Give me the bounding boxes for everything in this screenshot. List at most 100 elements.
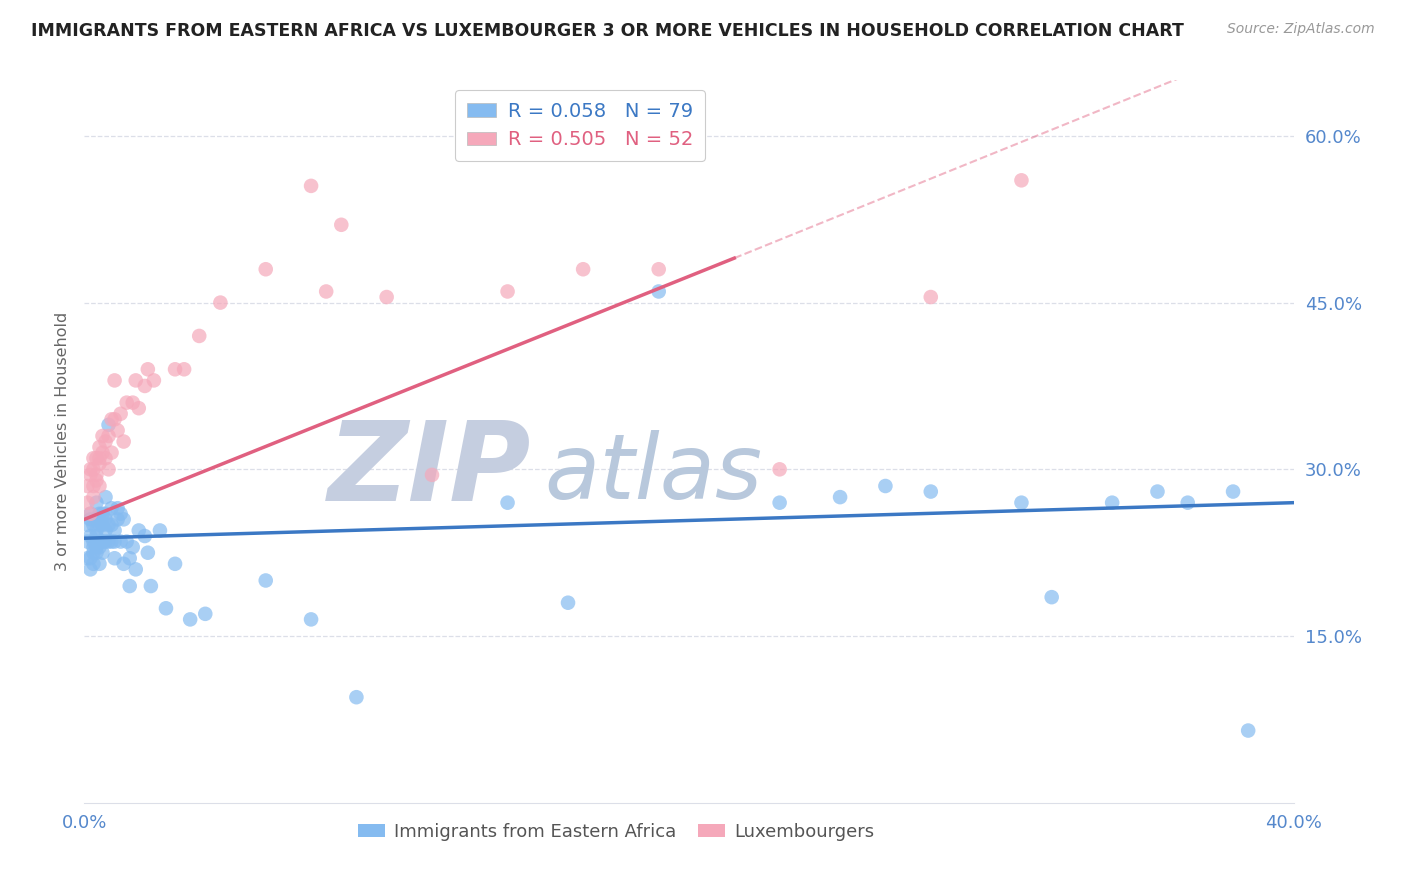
Point [100,534,122,549]
Point [82,490,104,504]
Point [920,290,942,304]
Point [155,601,177,615]
Point [110,407,132,421]
Point [94,534,117,549]
Point [121,395,143,409]
Text: atlas: atlas [544,430,762,518]
Point [76,517,98,532]
Point [572,262,595,277]
Point [315,285,337,299]
Point [346,690,368,705]
Y-axis label: 3 or more Vehicles in Household: 3 or more Vehicles in Household [55,312,70,571]
Point [165,557,187,571]
Point [648,285,671,299]
Point [89,440,111,454]
Point [94,507,117,521]
Point [165,362,187,376]
Point [89,451,111,466]
Point [1146,484,1168,499]
Point [89,507,111,521]
Point [920,484,942,499]
Text: ZIP: ZIP [328,417,531,524]
Point [118,551,141,566]
Point [76,551,98,566]
Point [125,373,148,387]
Point [254,574,277,588]
Point [86,496,108,510]
Point [104,524,127,538]
Point [330,218,353,232]
Point [86,524,108,538]
Point [118,579,141,593]
Point [107,512,129,526]
Point [94,490,117,504]
Point [91,517,114,532]
Point [149,524,172,538]
Point [139,579,162,593]
Point [94,512,117,526]
Point [115,395,138,409]
Legend: Immigrants from Eastern Africa, Luxembourgers: Immigrants from Eastern Africa, Luxembou… [352,815,882,848]
Point [91,445,114,459]
Point [79,512,101,526]
Point [89,534,111,549]
Point [830,490,852,504]
Point [79,467,101,482]
Point [86,512,108,526]
Point [76,534,98,549]
Point [79,562,101,576]
Point [82,517,104,532]
Point [107,501,129,516]
Point [769,496,792,510]
Point [173,362,195,376]
Point [128,524,150,538]
Point [76,479,98,493]
Point [128,401,150,416]
Point [86,546,108,560]
Point [86,529,108,543]
Point [82,546,104,560]
Point [112,434,135,449]
Point [79,551,101,566]
Point [104,412,127,426]
Point [142,373,165,387]
Point [82,451,104,466]
Point [82,462,104,476]
Point [82,557,104,571]
Point [1177,496,1199,510]
Point [1101,496,1123,510]
Point [648,262,671,277]
Point [100,517,122,532]
Point [112,557,135,571]
Point [97,417,120,432]
Point [1011,173,1033,187]
Point [136,546,159,560]
Point [125,562,148,576]
Point [86,451,108,466]
Point [86,467,108,482]
Point [91,546,114,560]
Point [91,507,114,521]
Point [91,429,114,443]
Point [97,534,120,549]
Point [104,373,127,387]
Point [299,178,322,193]
Point [875,479,897,493]
Point [112,512,135,526]
Point [89,517,111,532]
Point [76,496,98,510]
Point [79,507,101,521]
Point [769,462,792,476]
Point [188,329,211,343]
Point [107,424,129,438]
Point [299,612,322,626]
Point [209,295,232,310]
Point [557,596,579,610]
Point [110,507,132,521]
Point [1011,496,1033,510]
Point [115,534,138,549]
Point [89,479,111,493]
Point [100,501,122,516]
Point [89,540,111,554]
Point [97,429,120,443]
